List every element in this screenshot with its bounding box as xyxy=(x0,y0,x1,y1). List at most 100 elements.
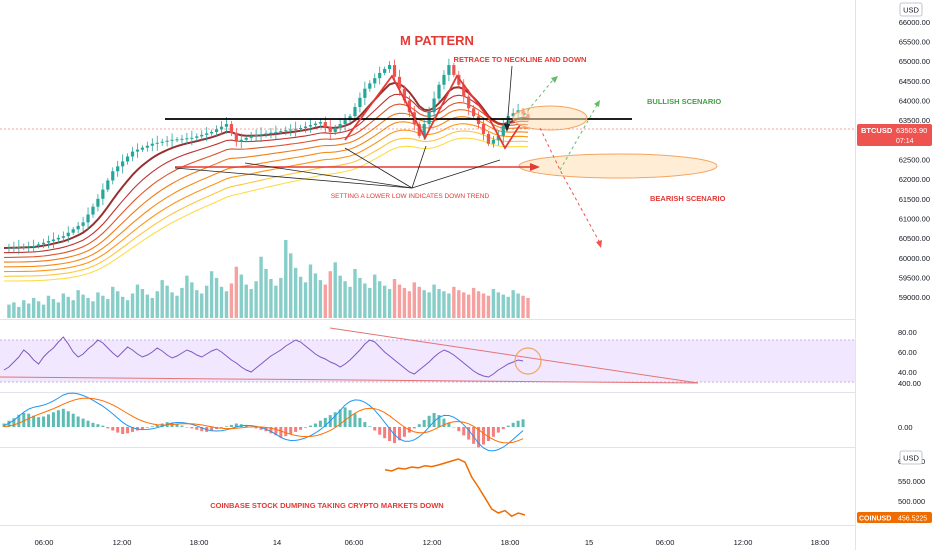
volume-bar xyxy=(180,287,184,318)
volume-bar xyxy=(274,285,278,318)
candle-body xyxy=(328,127,332,132)
price-axis[interactable]: 66000.00 65500.00 65000.00 64500.00 64000.00… xyxy=(899,18,930,302)
retrace-arrow xyxy=(506,65,513,129)
candle-body xyxy=(343,120,347,125)
candle-body xyxy=(165,140,169,142)
macd-hist-bar xyxy=(111,427,115,431)
candle-body xyxy=(12,247,16,249)
volume-bar xyxy=(501,294,505,318)
volume-bar xyxy=(12,302,16,318)
candle-body xyxy=(259,134,263,136)
macd-hist-bar xyxy=(343,407,347,427)
candle-body xyxy=(7,247,11,249)
volume-bar xyxy=(185,275,189,318)
candle-body xyxy=(116,166,120,172)
macd-hist-bar xyxy=(234,423,238,427)
price-tick-label: 63500.00 xyxy=(899,116,930,125)
volume-bar xyxy=(46,295,51,318)
macd-hist-bar xyxy=(96,424,100,427)
macd-hist-bar xyxy=(358,417,362,427)
candle-body xyxy=(501,126,505,136)
coin-currency-badge[interactable] xyxy=(899,450,923,465)
volume-bar xyxy=(165,285,169,318)
volume-bar xyxy=(239,274,243,318)
macd-hist-bar xyxy=(229,424,233,427)
macd-hist-bar xyxy=(22,413,26,427)
candle-body xyxy=(447,65,451,75)
macd-hist-bar xyxy=(397,427,401,441)
candle-body xyxy=(491,139,495,144)
coin-price-value: 456.5225 xyxy=(898,516,927,523)
time-tick-label: 12:00 xyxy=(423,538,442,547)
volume-bar xyxy=(36,301,41,318)
macd-signal-line xyxy=(3,397,524,444)
time-tick-label: 06:00 xyxy=(35,538,54,547)
macd-hist-bar xyxy=(294,427,298,432)
target-zone xyxy=(518,153,718,179)
time-tick-label: 12:00 xyxy=(113,538,132,547)
volume-bar xyxy=(269,279,273,318)
ema-ribbon-line xyxy=(4,116,529,268)
volume-bar xyxy=(264,268,268,318)
macd-hist-bar xyxy=(66,411,70,427)
candle-body xyxy=(338,124,342,128)
coin-price-badge xyxy=(857,512,932,523)
volume-bar xyxy=(190,282,194,318)
candle-body xyxy=(496,135,500,140)
price-tick-label: 66000.00 xyxy=(899,18,930,27)
indicator-axes: 80.0060.0040.00400.000.00600.000550.0005… xyxy=(898,328,925,506)
candle-body xyxy=(22,246,26,248)
macd-hist-bar xyxy=(140,427,144,430)
currency-badge[interactable] xyxy=(899,2,923,17)
rsi-highlight-circle xyxy=(514,347,542,375)
macd-hist-bar xyxy=(155,424,159,427)
macd-hist-bar xyxy=(37,417,41,427)
candle-body xyxy=(66,232,70,237)
candle-body xyxy=(91,206,95,215)
candle-body xyxy=(249,135,253,138)
volume-bar xyxy=(422,290,426,318)
time-tick-label: 06:00 xyxy=(345,538,364,547)
volume-bar xyxy=(328,271,332,318)
macd-tick-label: 400.00 xyxy=(898,379,921,388)
time-tick-label: 18:00 xyxy=(811,538,830,547)
time-axis[interactable]: 06:00 12:00 18:00 14 06:00 12:00 18:00 15 06:00 1… xyxy=(35,538,830,547)
last-price-badge xyxy=(857,124,932,146)
candle-body xyxy=(407,100,411,113)
m-pattern-path xyxy=(344,74,521,150)
macd-hist-bar xyxy=(462,427,466,436)
coinbase-annotation: COINBASE STOCK DUMPING TAKING CRYPTO MAR… xyxy=(210,501,443,510)
candle-body xyxy=(289,129,293,131)
volume-bar xyxy=(31,297,36,318)
volume-bar xyxy=(234,266,239,318)
macd-hist-bar xyxy=(299,427,303,430)
rsi-tick-label: 40.00 xyxy=(898,368,917,377)
volume-bar xyxy=(17,306,21,318)
macd-hist-bar xyxy=(353,413,357,427)
volume-bar xyxy=(106,299,110,318)
candle-body xyxy=(140,147,145,150)
macd-hist-bar xyxy=(323,417,327,427)
volume-bar xyxy=(91,301,95,318)
currency-label: USD xyxy=(903,6,919,15)
candle-body xyxy=(125,156,130,162)
volume-bar xyxy=(481,293,486,318)
macd-hist-bar xyxy=(437,415,441,427)
volume-bar xyxy=(135,284,140,318)
price-tick-label: 62500.00 xyxy=(899,155,930,164)
macd-hist-bar xyxy=(76,416,80,427)
price-tick-label: 64500.00 xyxy=(899,77,930,86)
macd-hist-bar xyxy=(511,422,515,427)
volume-bar xyxy=(145,294,150,318)
macd-hist-bar xyxy=(289,427,293,434)
volume-bar xyxy=(293,267,298,318)
macd-hist-bar xyxy=(7,420,11,427)
macd-hist-bar xyxy=(491,427,495,437)
volume-bar xyxy=(303,282,308,318)
bullish-arrow-1 xyxy=(551,76,558,83)
macd-hist-bar xyxy=(472,427,476,444)
macd-hist-bar xyxy=(284,427,288,437)
macd-hist-bar xyxy=(378,427,382,435)
